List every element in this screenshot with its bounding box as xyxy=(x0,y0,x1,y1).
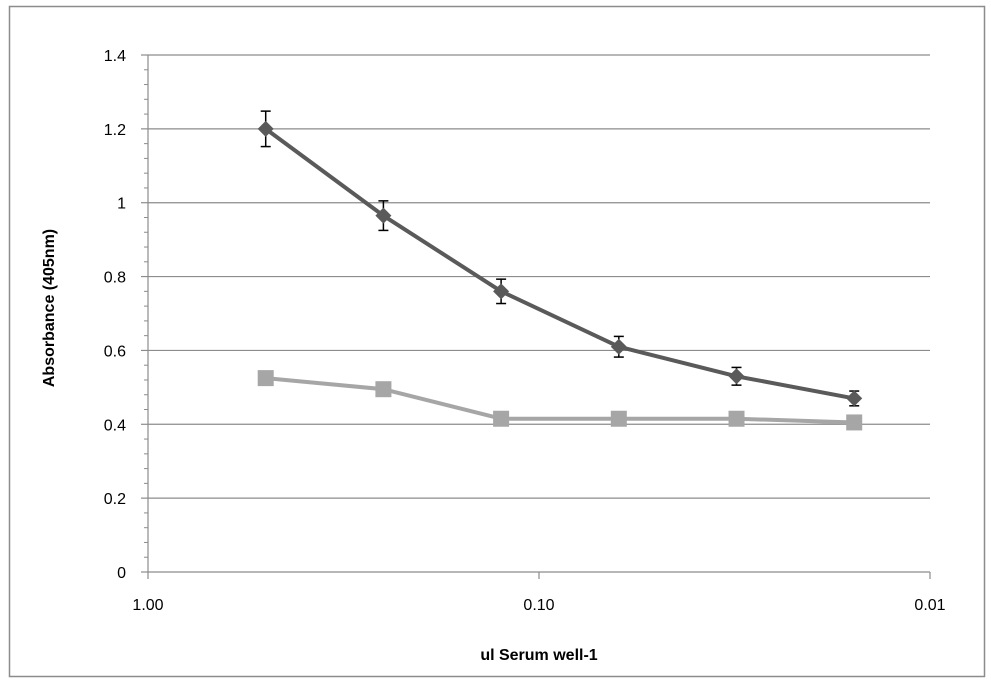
chart-frame xyxy=(8,5,986,678)
x-tick-label: 0.10 xyxy=(523,597,554,614)
y-tick-label: 0.4 xyxy=(104,417,126,434)
data-point xyxy=(846,414,863,431)
y-tick-label: 0 xyxy=(117,565,126,582)
y-tick-label: 1.4 xyxy=(104,48,126,65)
data-point xyxy=(728,410,745,427)
axes xyxy=(141,54,931,579)
data-point xyxy=(493,283,510,300)
x-axis-title: ul Serum well-1 xyxy=(480,647,597,664)
y-axis-title: Absorbance (405nm) xyxy=(41,229,58,387)
y-tick-label: 0.6 xyxy=(104,343,126,360)
series-layer xyxy=(257,110,863,431)
tick-labels: 0 0.2 0.4 0.6 0.8 1 1.2 1.4 1.00 0.10 0.01 xyxy=(104,48,946,614)
x-tick-label: 0.01 xyxy=(914,597,945,614)
series-2 xyxy=(257,370,863,431)
data-point xyxy=(493,410,510,427)
data-point xyxy=(846,390,863,407)
data-point xyxy=(728,368,745,385)
gridlines xyxy=(148,54,930,499)
series-1 xyxy=(257,110,863,407)
y-tick-label: 0.8 xyxy=(104,270,126,287)
series-line xyxy=(264,127,855,401)
y-tick-label: 1.2 xyxy=(104,122,126,139)
data-point xyxy=(610,338,627,355)
data-point xyxy=(610,410,627,427)
data-point xyxy=(375,381,392,398)
x-tick-label: 1.00 xyxy=(132,597,163,614)
y-tick-label: 1 xyxy=(117,196,126,213)
series-line xyxy=(265,376,855,425)
data-point xyxy=(257,370,274,387)
y-tick-label: 0.2 xyxy=(104,491,126,508)
data-point xyxy=(375,207,392,224)
data-point xyxy=(257,120,274,137)
